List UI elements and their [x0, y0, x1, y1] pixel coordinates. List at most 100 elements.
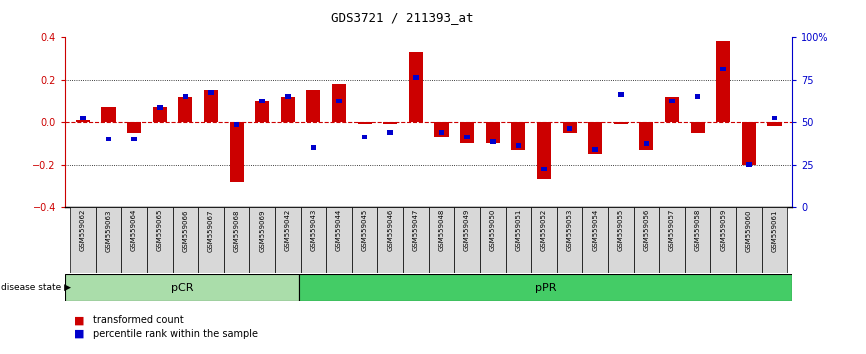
- Bar: [65, 274, 299, 301]
- Bar: [132, 137, 137, 142]
- Text: pPR: pPR: [535, 282, 556, 293]
- Bar: [537, 122, 551, 179]
- Bar: [403, 207, 429, 273]
- Bar: [618, 92, 624, 97]
- Bar: [772, 115, 778, 120]
- Bar: [326, 207, 352, 273]
- Bar: [106, 137, 112, 142]
- Text: GSM559055: GSM559055: [617, 209, 624, 251]
- Text: GSM559057: GSM559057: [669, 209, 675, 251]
- Bar: [588, 122, 602, 154]
- Text: GSM559044: GSM559044: [336, 209, 342, 251]
- Bar: [695, 94, 701, 99]
- Text: GSM559064: GSM559064: [131, 209, 137, 251]
- Bar: [659, 207, 685, 273]
- Text: GSM559056: GSM559056: [643, 209, 650, 251]
- Bar: [736, 207, 762, 273]
- Bar: [563, 122, 577, 133]
- Bar: [515, 143, 521, 148]
- Bar: [101, 107, 115, 122]
- Text: GSM559047: GSM559047: [413, 209, 419, 251]
- Bar: [490, 139, 495, 144]
- Bar: [557, 207, 582, 273]
- Bar: [76, 120, 90, 122]
- Bar: [229, 122, 243, 182]
- Bar: [249, 207, 275, 273]
- Bar: [566, 126, 572, 131]
- Bar: [198, 207, 223, 273]
- Text: ■: ■: [74, 315, 84, 325]
- Bar: [643, 141, 650, 146]
- Bar: [541, 166, 546, 171]
- Bar: [614, 122, 628, 124]
- Bar: [439, 130, 444, 135]
- Bar: [152, 107, 167, 122]
- Bar: [259, 98, 265, 103]
- Text: GSM559061: GSM559061: [772, 209, 778, 252]
- Bar: [634, 207, 659, 273]
- Text: GSM559045: GSM559045: [362, 209, 368, 251]
- Bar: [387, 130, 393, 135]
- Bar: [742, 122, 756, 165]
- Bar: [435, 122, 449, 137]
- Bar: [413, 75, 418, 80]
- Bar: [223, 207, 249, 273]
- Bar: [592, 147, 598, 152]
- Text: GSM559043: GSM559043: [310, 209, 316, 251]
- Text: GSM559062: GSM559062: [80, 209, 86, 251]
- Text: transformed count: transformed count: [93, 315, 184, 325]
- Bar: [178, 97, 192, 122]
- Bar: [299, 274, 792, 301]
- Bar: [506, 207, 531, 273]
- Bar: [608, 207, 634, 273]
- Bar: [332, 84, 346, 122]
- Text: percentile rank within the sample: percentile rank within the sample: [93, 329, 258, 339]
- Bar: [352, 207, 378, 273]
- Bar: [208, 90, 214, 95]
- Bar: [336, 98, 342, 103]
- Text: GSM559065: GSM559065: [157, 209, 163, 251]
- Bar: [285, 94, 291, 99]
- Bar: [582, 207, 608, 273]
- Bar: [80, 115, 86, 120]
- Text: GSM559051: GSM559051: [515, 209, 521, 251]
- Bar: [275, 207, 301, 273]
- Bar: [486, 122, 500, 143]
- Text: GSM559068: GSM559068: [234, 209, 240, 252]
- Text: GSM559042: GSM559042: [285, 209, 291, 251]
- Bar: [710, 207, 736, 273]
- Bar: [183, 94, 188, 99]
- Bar: [255, 101, 269, 122]
- Text: ■: ■: [74, 329, 84, 339]
- Bar: [762, 207, 787, 273]
- Text: GSM559053: GSM559053: [566, 209, 572, 251]
- Bar: [157, 105, 163, 110]
- Text: GSM559054: GSM559054: [592, 209, 598, 251]
- Bar: [121, 207, 147, 273]
- Bar: [669, 98, 675, 103]
- Bar: [480, 207, 506, 273]
- Text: disease state ▶: disease state ▶: [1, 283, 71, 292]
- Bar: [281, 97, 294, 122]
- Text: GSM559063: GSM559063: [106, 209, 112, 252]
- Text: GSM559069: GSM559069: [259, 209, 265, 252]
- Text: GSM559049: GSM559049: [464, 209, 470, 251]
- Bar: [311, 145, 316, 150]
- Bar: [639, 122, 654, 150]
- Text: GSM559066: GSM559066: [183, 209, 188, 252]
- Text: GSM559067: GSM559067: [208, 209, 214, 252]
- Bar: [234, 122, 239, 127]
- Bar: [383, 122, 397, 124]
- Bar: [464, 135, 470, 139]
- Bar: [716, 41, 730, 122]
- Bar: [460, 122, 475, 143]
- Bar: [690, 122, 705, 133]
- Bar: [455, 207, 480, 273]
- Text: GSM559050: GSM559050: [489, 209, 495, 251]
- Bar: [172, 207, 198, 273]
- Bar: [301, 207, 326, 273]
- Text: GSM559046: GSM559046: [387, 209, 393, 251]
- Bar: [531, 207, 557, 273]
- Bar: [147, 207, 172, 273]
- Bar: [685, 207, 710, 273]
